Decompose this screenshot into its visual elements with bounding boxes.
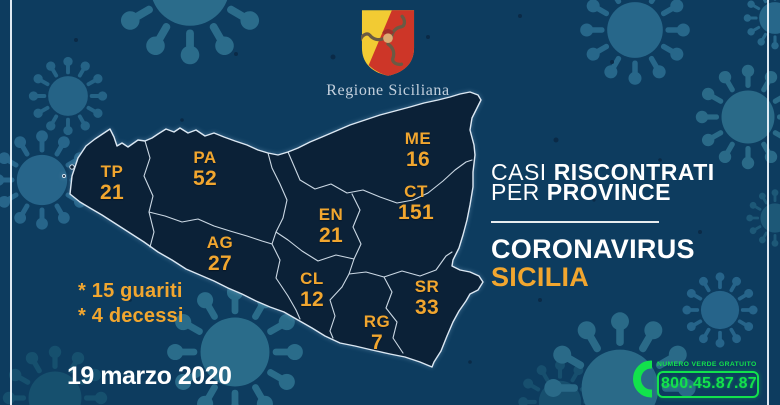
title-word-casi: CASI xyxy=(491,159,547,185)
province-code: ME xyxy=(404,129,432,148)
province-label-ME: ME 16 xyxy=(405,130,432,170)
hotline-badge: NUMERO VERDE GRATUITO 800.45.87.87 xyxy=(633,360,759,398)
small-islands xyxy=(62,164,75,178)
province-label-EN: EN 21 xyxy=(319,206,344,246)
province-cases: 21 xyxy=(319,224,343,247)
hotline-content: NUMERO VERDE GRATUITO 800.45.87.87 xyxy=(657,361,759,398)
sicily-outline xyxy=(69,91,484,368)
title-word-riscontrati: RISCONTRATI xyxy=(553,159,715,185)
region-logo-text: Regione Siciliana xyxy=(326,82,450,99)
province-label-SR: SR 33 xyxy=(415,278,440,318)
title-line-2: PER PROVINCE xyxy=(491,179,715,205)
subtitle-coronavirus: CORONAVIRUS xyxy=(491,234,695,264)
province-cases: 21 xyxy=(100,181,124,204)
province-label-CT: CT 151 xyxy=(398,183,434,223)
province-code: SR xyxy=(414,277,440,296)
subtitle-sicilia: SICILIA xyxy=(491,262,590,292)
province-cases: 33 xyxy=(415,296,439,319)
province-code: PA xyxy=(193,148,217,167)
province-cases: 16 xyxy=(406,148,430,171)
deaths-note: * 4 decessi xyxy=(78,305,184,327)
recovered-note: * 15 guariti xyxy=(78,280,183,302)
right-border-line xyxy=(767,0,769,405)
province-borders xyxy=(143,140,473,354)
hotline-number: 800.45.87.87 xyxy=(657,371,759,398)
province-cases: 12 xyxy=(300,288,324,311)
province-label-RG: RG 7 xyxy=(364,313,391,353)
date-label: 19 marzo 2020 xyxy=(67,362,232,390)
title-divider xyxy=(491,221,659,223)
title-panel: CASI RISCONTRATI PER PROVINCE CORONAVIRU… xyxy=(491,159,715,292)
province-label-CL: CL 12 xyxy=(300,270,324,310)
region-logo: Regione Siciliana xyxy=(317,9,459,100)
sicily-map xyxy=(62,91,484,368)
province-code: RG xyxy=(363,312,391,331)
hotline-label-row: NUMERO VERDE GRATUITO xyxy=(657,361,759,368)
sicily-coat-of-arms-icon xyxy=(361,10,415,76)
province-label-PA: PA 52 xyxy=(193,149,217,189)
phone-icon xyxy=(633,360,652,398)
title-word-per: PER xyxy=(491,179,540,205)
triskelion-icon xyxy=(361,14,407,67)
province-code: AG xyxy=(206,233,234,252)
province-code: TP xyxy=(100,162,124,181)
title-word-province: PROVINCE xyxy=(546,179,671,205)
province-cases: 52 xyxy=(193,167,217,190)
hotline-label: NUMERO VERDE GRATUITO xyxy=(657,361,757,368)
province-label-TP: TP 21 xyxy=(100,163,124,203)
province-code: EN xyxy=(318,205,344,224)
province-cases: 7 xyxy=(371,331,383,354)
province-code: CL xyxy=(300,269,324,288)
province-cases: 27 xyxy=(208,252,232,275)
left-border-line xyxy=(10,0,12,405)
background-speckles xyxy=(74,14,702,364)
province-code: CT xyxy=(404,182,428,201)
province-cases: 151 xyxy=(398,201,434,224)
title-line-1: CASI RISCONTRATI xyxy=(491,159,715,185)
province-label-AG: AG 27 xyxy=(207,234,234,274)
